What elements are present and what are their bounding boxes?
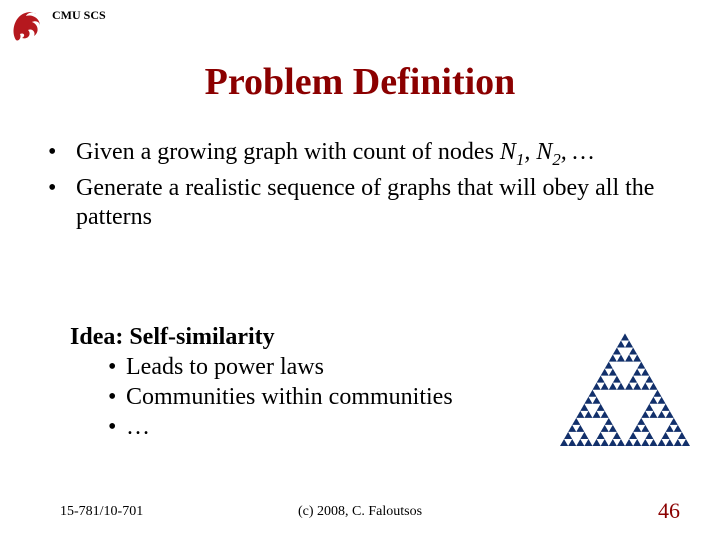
text-fragment: , — [524, 139, 536, 165]
var-n: N — [500, 139, 516, 165]
idea-item: • Leads to power laws — [108, 352, 453, 382]
var-n: N — [536, 139, 552, 165]
sierpinski-icon — [560, 332, 690, 446]
header-label: CMU SCS — [52, 8, 106, 23]
bullet-text: Given a growing graph with count of node… — [76, 138, 680, 170]
idea-block: Idea: Self-similarity • Leads to power l… — [70, 322, 453, 442]
idea-text: Leads to power laws — [126, 352, 324, 382]
bullet-item: • Given a growing graph with count of no… — [48, 138, 680, 170]
footer-center: (c) 2008, C. Faloutsos — [0, 504, 720, 520]
idea-text: … — [126, 412, 150, 442]
idea-bullets: • Leads to power laws • Communities with… — [108, 352, 453, 442]
bullet-item: • Generate a realistic sequence of graph… — [48, 174, 680, 232]
bullet-marker: • — [48, 138, 76, 170]
bullet-marker: • — [48, 174, 76, 232]
main-bullets: • Given a growing graph with count of no… — [48, 138, 680, 236]
idea-text: Communities within communities — [126, 382, 453, 412]
var-sub: 2 — [552, 150, 560, 169]
idea-heading: Idea: Self-similarity — [70, 322, 453, 352]
bullet-marker: • — [108, 412, 126, 442]
idea-item: • Communities within communities — [108, 382, 453, 412]
bullet-marker: • — [108, 352, 126, 382]
slide: CMU SCS Problem Definition • Given a gro… — [0, 0, 720, 540]
slide-title: Problem Definition — [0, 60, 720, 104]
text-fragment: Given a growing graph with count of node… — [76, 139, 500, 165]
cmu-dragon-logo — [10, 6, 46, 46]
idea-item: • … — [108, 412, 453, 442]
text-fragment: , … — [561, 139, 594, 165]
slide-number: 46 — [658, 498, 680, 524]
bullet-marker: • — [108, 382, 126, 412]
bullet-text: Generate a realistic sequence of graphs … — [76, 174, 680, 232]
